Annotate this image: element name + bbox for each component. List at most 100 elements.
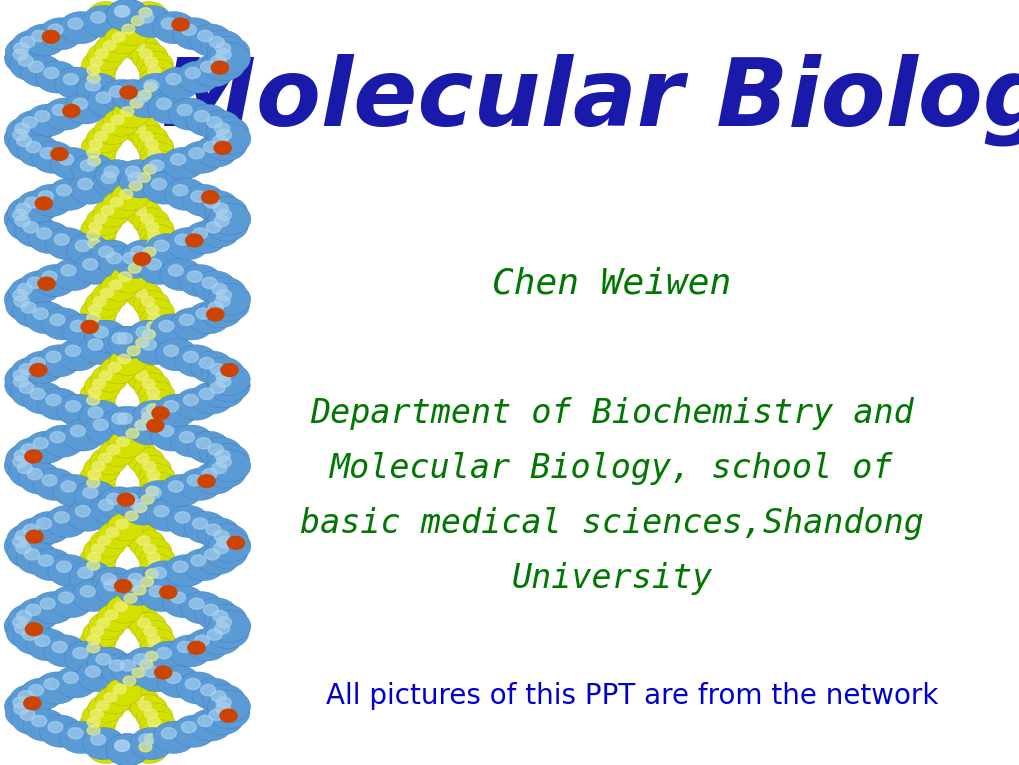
Circle shape xyxy=(94,214,107,223)
Circle shape xyxy=(205,524,248,556)
Circle shape xyxy=(208,302,223,313)
Circle shape xyxy=(202,468,217,480)
Circle shape xyxy=(57,339,100,371)
Circle shape xyxy=(214,623,229,634)
Circle shape xyxy=(86,208,122,236)
Circle shape xyxy=(136,620,172,648)
Circle shape xyxy=(88,552,101,562)
Circle shape xyxy=(12,438,55,470)
Circle shape xyxy=(87,313,100,323)
Circle shape xyxy=(112,333,126,344)
Circle shape xyxy=(119,519,132,529)
Circle shape xyxy=(39,555,53,566)
Circle shape xyxy=(97,618,110,628)
Circle shape xyxy=(79,333,122,365)
Circle shape xyxy=(46,227,89,259)
Circle shape xyxy=(145,734,157,744)
Circle shape xyxy=(138,298,174,326)
Circle shape xyxy=(135,324,171,351)
Circle shape xyxy=(122,32,136,42)
Circle shape xyxy=(61,481,75,492)
Circle shape xyxy=(204,129,247,161)
Circle shape xyxy=(97,175,133,203)
Circle shape xyxy=(122,240,165,272)
Circle shape xyxy=(119,567,162,599)
Circle shape xyxy=(123,34,160,62)
Circle shape xyxy=(86,571,122,598)
Circle shape xyxy=(140,555,176,582)
Circle shape xyxy=(168,265,183,276)
Circle shape xyxy=(88,718,100,727)
Circle shape xyxy=(122,93,159,120)
Circle shape xyxy=(131,125,168,153)
Circle shape xyxy=(26,104,69,136)
Text: Molecular Biology, school of: Molecular Biology, school of xyxy=(330,451,893,485)
Circle shape xyxy=(137,728,173,755)
Circle shape xyxy=(123,676,136,685)
Circle shape xyxy=(185,629,228,661)
Circle shape xyxy=(68,728,83,739)
Circle shape xyxy=(104,580,119,591)
Circle shape xyxy=(181,721,196,733)
Circle shape xyxy=(116,272,128,282)
Circle shape xyxy=(189,24,231,56)
Circle shape xyxy=(88,736,124,763)
Circle shape xyxy=(110,511,122,521)
Circle shape xyxy=(75,240,91,252)
Circle shape xyxy=(199,623,242,655)
Circle shape xyxy=(78,307,115,334)
Circle shape xyxy=(211,61,228,74)
Circle shape xyxy=(5,697,48,729)
Circle shape xyxy=(78,719,115,747)
Circle shape xyxy=(91,447,127,474)
Circle shape xyxy=(40,18,83,50)
Circle shape xyxy=(130,736,167,763)
Circle shape xyxy=(139,381,175,409)
Circle shape xyxy=(159,425,173,437)
Circle shape xyxy=(109,327,152,359)
Circle shape xyxy=(124,117,161,145)
Circle shape xyxy=(105,181,118,190)
Circle shape xyxy=(147,259,161,270)
Circle shape xyxy=(112,676,124,685)
Circle shape xyxy=(187,271,202,282)
Circle shape xyxy=(221,363,237,376)
Circle shape xyxy=(114,740,129,751)
Circle shape xyxy=(88,239,101,249)
Circle shape xyxy=(160,259,203,291)
Circle shape xyxy=(95,10,131,37)
Circle shape xyxy=(135,538,171,565)
Circle shape xyxy=(64,92,107,124)
Circle shape xyxy=(26,629,69,661)
Circle shape xyxy=(212,462,227,474)
Circle shape xyxy=(129,181,142,190)
Circle shape xyxy=(89,84,125,112)
Circle shape xyxy=(210,363,225,375)
Circle shape xyxy=(203,49,246,81)
Circle shape xyxy=(110,431,147,458)
Circle shape xyxy=(121,604,158,631)
Circle shape xyxy=(38,345,81,377)
Circle shape xyxy=(87,726,100,735)
Circle shape xyxy=(207,629,222,640)
Circle shape xyxy=(183,395,198,405)
Circle shape xyxy=(148,148,161,158)
Circle shape xyxy=(216,536,231,548)
Circle shape xyxy=(125,496,162,524)
Circle shape xyxy=(198,31,212,41)
Circle shape xyxy=(117,573,160,605)
Circle shape xyxy=(202,357,245,389)
Circle shape xyxy=(148,561,161,570)
Circle shape xyxy=(105,18,142,46)
Circle shape xyxy=(88,321,101,331)
Circle shape xyxy=(117,493,135,506)
Circle shape xyxy=(127,320,170,352)
Circle shape xyxy=(196,438,211,449)
Circle shape xyxy=(125,166,141,177)
Circle shape xyxy=(139,701,152,711)
Circle shape xyxy=(115,519,128,529)
Circle shape xyxy=(76,73,119,106)
Circle shape xyxy=(162,585,205,617)
Circle shape xyxy=(52,474,95,506)
Circle shape xyxy=(106,493,121,504)
